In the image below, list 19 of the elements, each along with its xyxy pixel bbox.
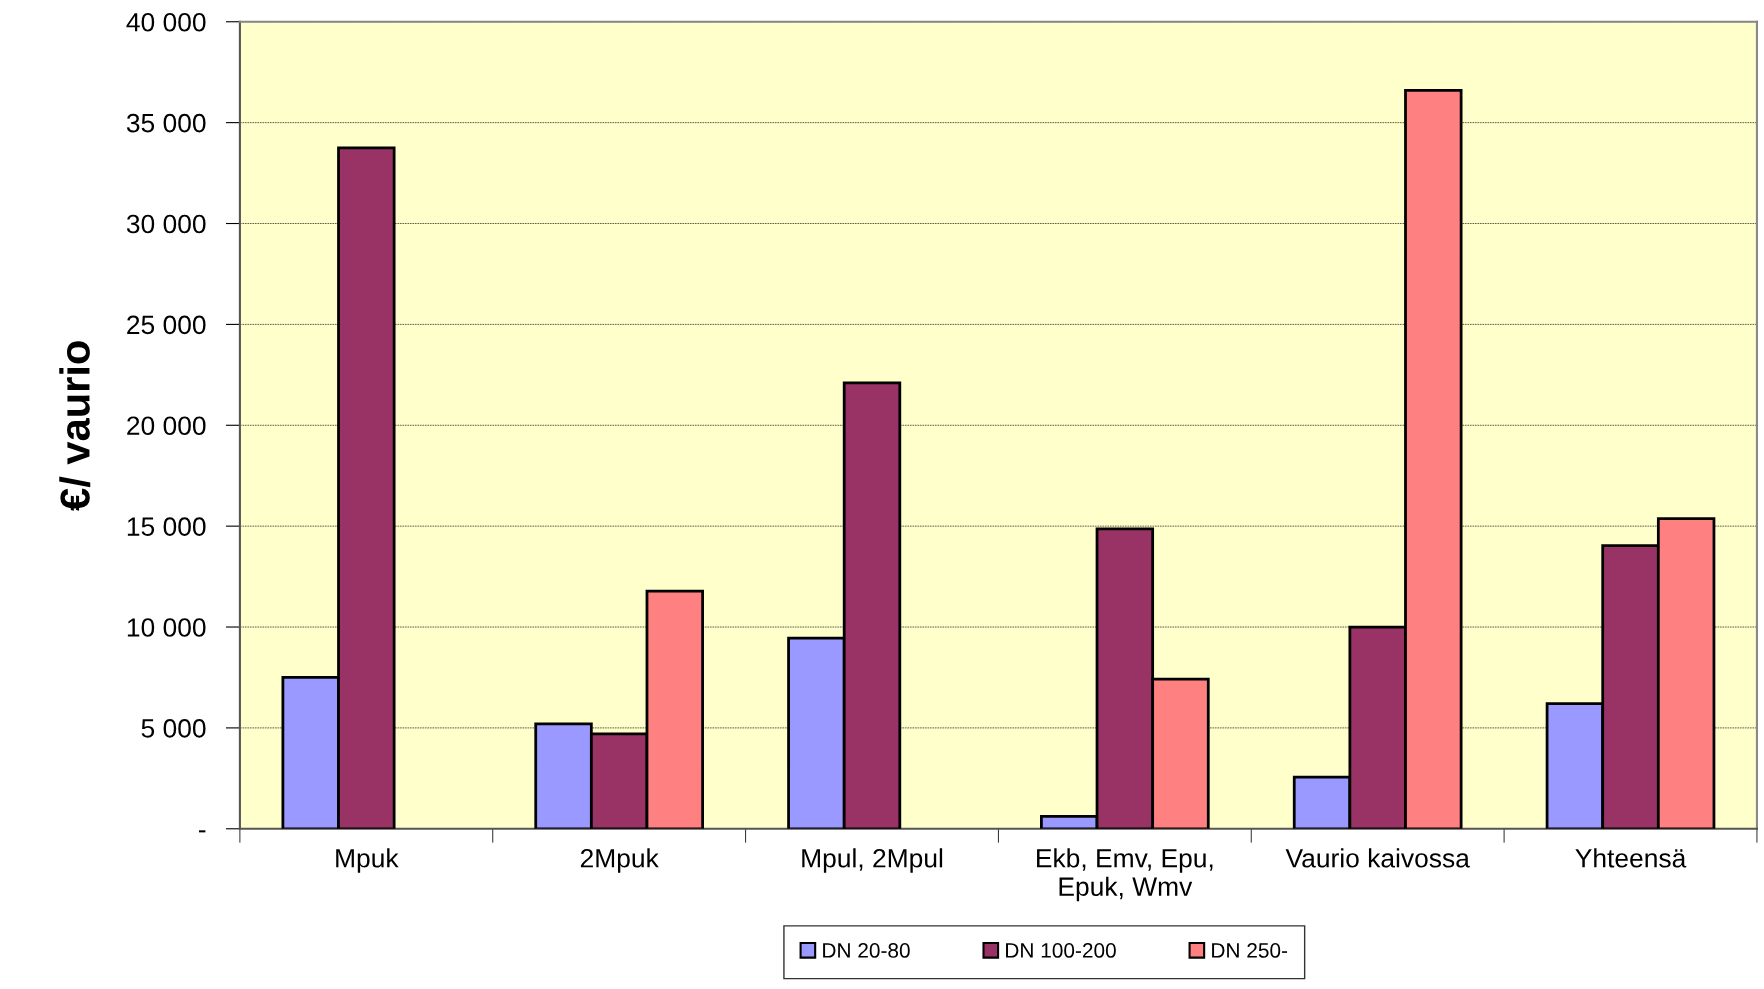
- y-tick-label: 10 000: [127, 618, 206, 637]
- y-tick-label: 30 000: [126, 214, 206, 234]
- y-tick-label: 35 000: [126, 113, 206, 133]
- y-axis-title: €/ vaurio: [59, 341, 91, 511]
- x-tick-label: Vaurio kaivossa: [1285, 848, 1470, 868]
- y-tick-label: 40 000: [126, 12, 206, 32]
- x-tick-label: Yhteensä: [1575, 848, 1687, 868]
- x-tick-label: Mpuk: [336, 848, 399, 873]
- x-tick-label: Mpul, 2Mpul: [802, 848, 943, 873]
- legend-label: DN 250-: [1212, 943, 1288, 958]
- y-tick-label: 5 000: [141, 719, 206, 738]
- legend-label: DN 20-80: [823, 943, 910, 958]
- x-tick-label: Ekb, Emv, Epu, Epuk, Wmv: [1037, 848, 1213, 902]
- legend-label: DN 100-200: [1006, 943, 1116, 958]
- y-tick-label: -: [198, 830, 206, 833]
- y-tick-label: 20 000: [127, 416, 206, 436]
- y-tick-label: 25 000: [127, 315, 206, 335]
- x-tick-label: 2Mpuk: [580, 848, 659, 873]
- y-tick-label: 15 000: [127, 517, 206, 536]
